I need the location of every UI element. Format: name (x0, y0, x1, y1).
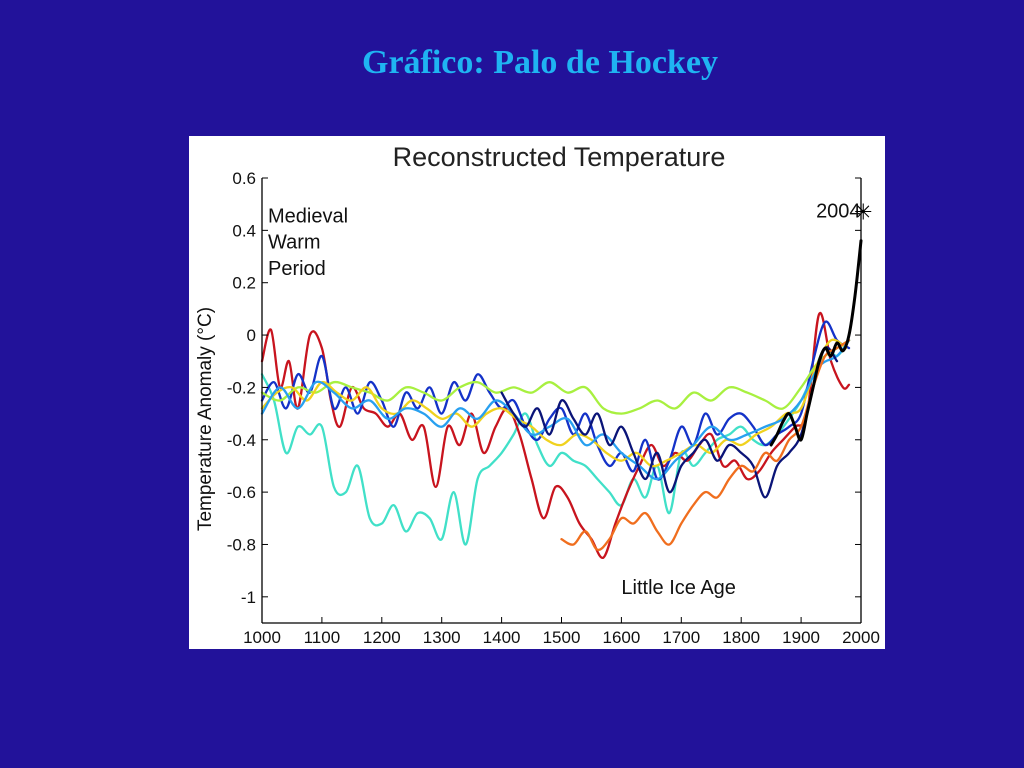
y-tick-label: -0.2 (227, 378, 256, 397)
x-tick-label: 1500 (543, 628, 581, 647)
x-tick-label: 1600 (602, 628, 640, 647)
y-tick-label: 0.4 (232, 221, 256, 240)
series-line-6 (260, 339, 851, 481)
annotation-label: Period (268, 258, 326, 280)
series-line-3 (260, 320, 851, 481)
x-tick-label: 1700 (662, 628, 700, 647)
x-tick-label: 1800 (722, 628, 760, 647)
annotation-label: 2004 (816, 200, 861, 222)
y-axis-label: Temperature Anomaly (°C) (195, 307, 216, 531)
series-line-8 (560, 339, 851, 551)
x-tick-label: 1100 (304, 628, 341, 647)
series-line-4 (260, 339, 851, 415)
annotation-label: Little Ice Age (621, 577, 736, 599)
y-tick-label: -0.4 (227, 431, 256, 450)
asterisk-marker-icon: ✳ (854, 200, 872, 225)
x-tick-label: 1200 (363, 628, 401, 647)
annotation-label: Medieval (268, 206, 348, 228)
y-tick-label: 0.2 (232, 274, 256, 293)
x-tick-label: 1000 (243, 628, 281, 647)
annotation-label: Warm (268, 232, 321, 254)
chart-panel: Reconstructed Temperature Temperature An… (189, 136, 885, 649)
chart-title: Reconstructed Temperature (393, 142, 726, 172)
x-tick-label: 1300 (423, 628, 461, 647)
y-tick-label: 0.6 (232, 169, 256, 188)
series-line-1 (260, 339, 851, 546)
series-line-5 (260, 338, 848, 468)
series-line-7 (500, 346, 839, 499)
y-tick-label: 0 (247, 326, 256, 345)
series-line-2 (260, 311, 851, 559)
temperature-chart: Reconstructed Temperature Temperature An… (195, 142, 880, 647)
y-tick-label: -0.6 (227, 483, 256, 502)
series-line-9 (769, 239, 863, 447)
slide-title: Gráfico: Palo de Hockey (362, 44, 718, 81)
x-tick-label: 1400 (483, 628, 521, 647)
axis-ticks: 1000 1100 1200 1300 1400 1500 1600 1700 1800 1900… (227, 169, 880, 647)
x-tick-label: 1900 (782, 628, 820, 647)
y-tick-label: -1 (241, 588, 256, 607)
series-layer (260, 239, 863, 559)
x-tick-label: 2000 (842, 628, 880, 647)
annotations: Medieval Warm Period Little Ice Age 2004✳ (268, 200, 873, 599)
y-tick-label: -0.8 (227, 535, 256, 554)
